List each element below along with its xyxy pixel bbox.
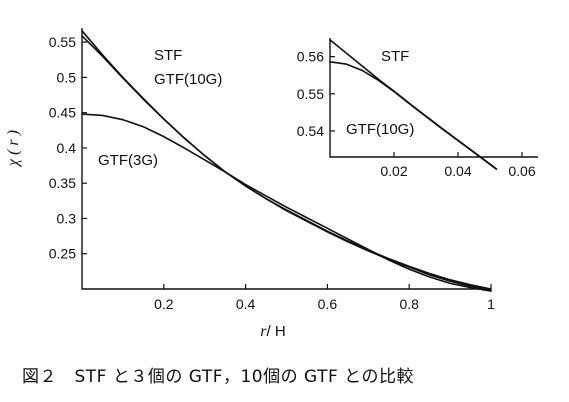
y-tick-label: 0.5 — [57, 69, 77, 85]
y-tick-label: 0.25 — [49, 246, 76, 262]
x-axis-label-var: r — [260, 323, 267, 340]
main-plot-tick-labels: 0.2 0.4 0.6 0.8 1 0.25 0.3 0.35 0.4 0.45 0.5 0.55 — [49, 34, 495, 312]
series-label-gtf-3g: GTF(3G) — [98, 152, 158, 169]
inset-plot-ticks — [330, 55, 523, 157]
x-tick-label: 0.4 — [236, 296, 256, 312]
y-tick-label: 0.55 — [297, 86, 324, 102]
series-line-gtf-3g — [81, 113, 492, 292]
x-tick-label: 1 — [487, 296, 495, 312]
x-tick-label: 0.06 — [508, 163, 535, 179]
inset-plot-axes — [329, 38, 538, 158]
series-label-gtf-10g: GTF(10G) — [154, 71, 222, 88]
inset-plot-series-labels: STF GTF(10G) — [346, 48, 414, 138]
x-axis-label-unit: / H — [267, 323, 286, 340]
y-tick-label: 0.4 — [57, 140, 77, 156]
y-axis-label: χ ( r ) — [5, 130, 22, 168]
main-plot-axes — [81, 28, 491, 290]
main-plot-ticks — [82, 41, 492, 289]
y-tick-label: 0.45 — [49, 105, 76, 121]
series-label-stf: STF — [154, 47, 182, 64]
series-line-gtf-10g — [81, 34, 492, 292]
series-line-gtf-10g — [329, 61, 498, 171]
x-tick-label: 0.04 — [444, 163, 471, 179]
main-plot: 0.2 0.4 0.6 0.8 1 0.25 0.3 0.35 0.4 0.45 0.5 0.55 S… — [5, 28, 495, 340]
series-label-stf: STF — [381, 48, 409, 65]
main-plot-series-labels: STF GTF(10G) GTF(3G) — [98, 47, 222, 169]
y-tick-label: 0.35 — [49, 175, 76, 191]
series-line-stf — [329, 39, 498, 170]
main-plot-series — [81, 30, 492, 292]
y-tick-label: 0.56 — [297, 49, 324, 65]
y-tick-label: 0.55 — [49, 34, 76, 50]
x-tick-label: 0.2 — [154, 296, 174, 312]
series-label-gtf-10g: GTF(10G) — [346, 121, 414, 138]
x-tick-label: 0.02 — [380, 163, 407, 179]
x-tick-label: 0.6 — [318, 296, 338, 312]
inset-plot: 0.02 0.04 0.06 0.54 0.55 0.56 STF GTF(10G) — [297, 38, 538, 179]
figure-caption: 図２ STF と３個の GTF，10個の GTF との比較 — [22, 367, 414, 387]
y-tick-label: 0.54 — [297, 123, 324, 139]
x-axis-label: r/ H — [260, 323, 285, 340]
figure: 0.2 0.4 0.6 0.8 1 0.25 0.3 0.35 0.4 0.45 0.5 0.55 S… — [5, 28, 538, 340]
x-tick-label: 0.8 — [399, 296, 419, 312]
inset-plot-series — [329, 39, 498, 171]
y-tick-label: 0.3 — [57, 210, 77, 226]
inset-plot-tick-labels: 0.02 0.04 0.06 0.54 0.55 0.56 — [297, 49, 536, 179]
